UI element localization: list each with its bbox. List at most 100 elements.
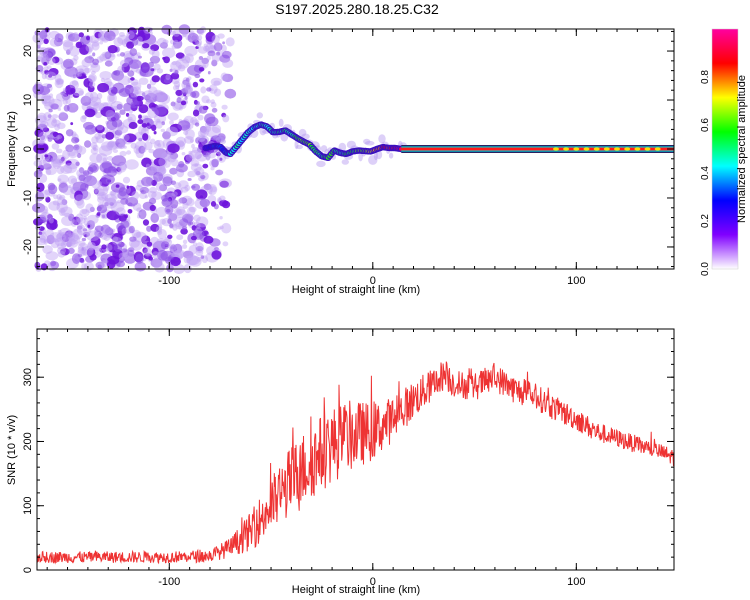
noise-blob [182,33,187,37]
noise-blob [33,170,43,178]
noise-blob [37,41,42,47]
noise-blob [89,206,95,212]
noise-blob [96,212,101,216]
noise-blob [68,234,81,245]
noise-blob [57,246,66,255]
noise-blob [130,77,135,81]
noise-blob [148,148,155,154]
snr-x-tick-label: -100 [158,576,180,588]
noise-blob [196,41,202,48]
noise-blob [222,41,226,45]
noise-blob [83,191,88,197]
noise-blob [45,228,54,239]
noise-blob [199,195,204,200]
noise-blob [57,251,66,258]
noise-blob [183,80,189,86]
noise-blob [92,144,99,151]
noise-blob [77,222,83,229]
noise-blob [133,231,147,243]
noise-blob [152,89,164,101]
noise-blob [107,92,117,104]
noise-blob [62,88,67,92]
noise-blob [138,137,143,142]
noise-blob [181,152,186,156]
noise-blob [93,147,97,151]
noise-blob [163,78,172,84]
noise-blob [207,50,216,57]
noise-blob [156,118,161,123]
noise-blob [128,121,138,130]
colorbar-label: Normalized spectral amplitude [736,75,748,223]
noise-blob [101,194,107,199]
noise-blob [200,86,207,94]
noise-blob [102,197,118,209]
noise-blob [181,225,188,230]
noise-blob [138,104,149,114]
noise-blob [167,112,179,121]
signal-halo [358,152,363,162]
noise-blob [167,218,172,224]
signal-halo [363,138,371,145]
noise-blob [101,244,107,250]
noise-blob [142,43,150,49]
noise-blob [220,72,229,82]
noise-blob [78,90,84,96]
noise-blob [222,58,234,68]
noise-blob [51,114,59,119]
noise-blob [185,84,193,94]
noise-blob [148,49,155,55]
noise-blob [81,237,87,242]
noise-blob [93,188,99,195]
noise-blob [141,123,148,128]
noise-blob [178,197,188,204]
noise-blob [58,112,69,121]
noise-blob [69,80,79,89]
signal-halo [212,135,222,141]
noise-blob [99,71,112,80]
noise-blob [180,186,189,193]
noise-blob [124,159,139,170]
noise-blob [83,220,89,226]
noise-blob [54,154,67,165]
noise-blob [35,197,41,204]
noise-blob [36,237,47,246]
noise-blob [38,231,43,235]
noise-blob [118,213,127,222]
noise-blob [104,227,111,235]
noise-blob [86,214,99,225]
noise-blob [80,115,87,123]
signal-halo [320,145,328,153]
signal-halo [298,128,307,137]
noise-blob [187,64,202,76]
noise-blob [156,68,164,74]
colorbar: 0.0 0.2 0.4 0.6 0.8 Normalized spectral ampl… [700,28,748,276]
noise-blob [113,37,124,47]
noise-blob [175,136,187,147]
noise-blob [156,37,167,48]
noise-blob [145,166,158,176]
noise-blob [185,198,195,207]
noise-blob [151,124,157,132]
noise-blob [85,43,94,53]
noise-blob [196,28,204,34]
noise-blob [158,156,168,167]
noise-blob [195,46,199,49]
noise-blob [205,126,221,138]
noise-blob [188,256,202,267]
signal-band-var [563,147,570,151]
noise-blob [110,171,116,175]
noise-blob [191,35,198,42]
noise-blob [86,229,92,234]
noise-blob [169,243,178,251]
noise-blob [205,31,216,42]
noise-blob [155,120,163,129]
noise-blob [116,166,121,172]
noise-blob [36,214,47,223]
noise-blob [88,75,96,83]
noise-blob [139,66,154,77]
spectrogram-x-tick-label: -100 [158,275,180,287]
noise-blob [118,88,131,97]
noise-blob [213,80,221,86]
noise-blob [94,31,102,39]
